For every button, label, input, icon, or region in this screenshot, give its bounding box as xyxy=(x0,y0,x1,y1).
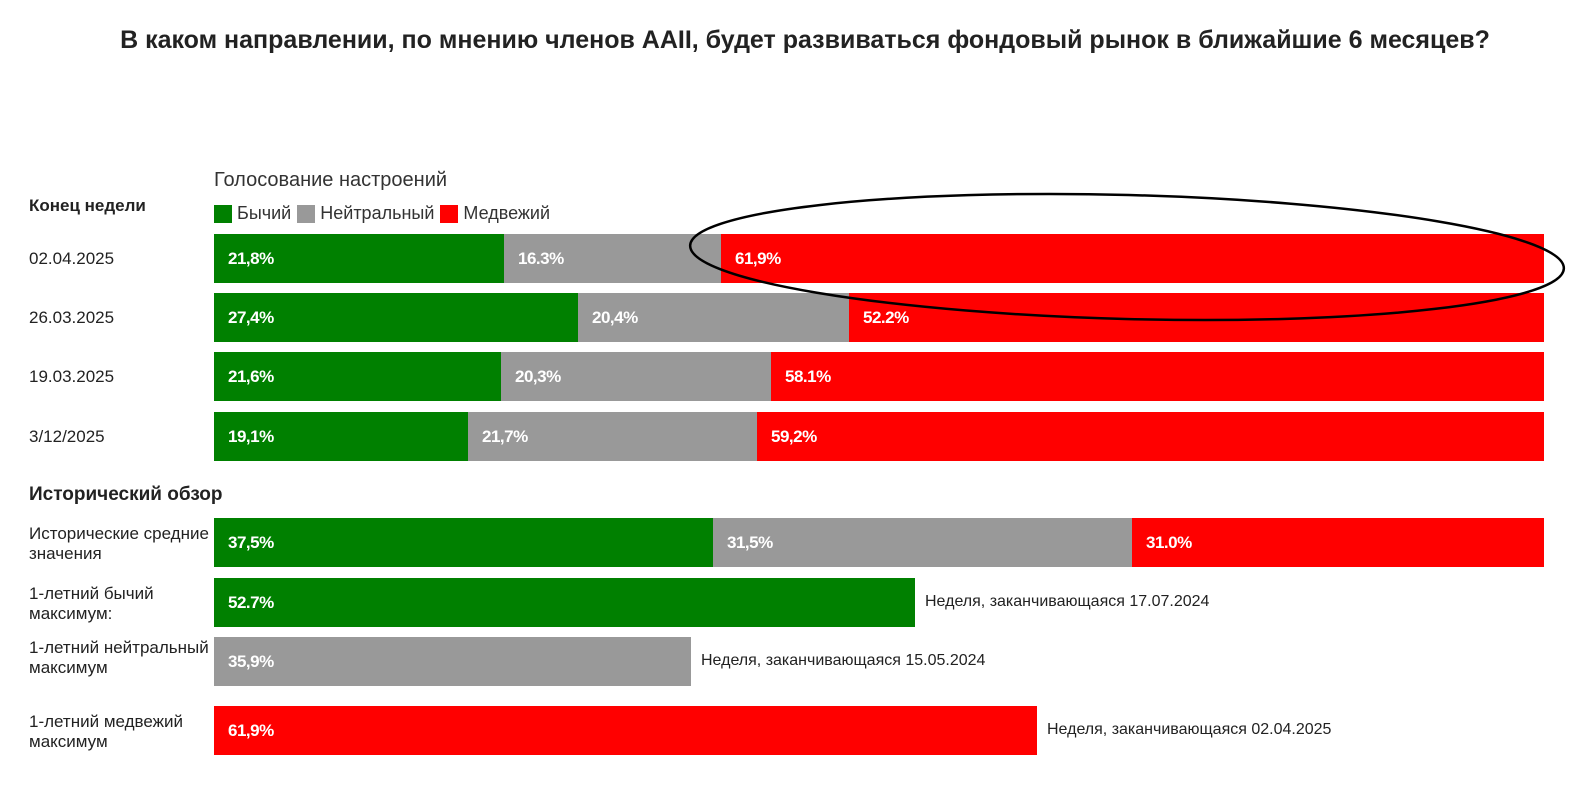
data-label: 61,9% xyxy=(735,248,781,268)
legend: Бычий Нейтральный Медвежий xyxy=(214,203,556,224)
chart-subtitle: Голосование настроений xyxy=(214,169,448,191)
historical-label: Исторические средние значения xyxy=(29,524,209,563)
data-label: 16.3% xyxy=(518,248,564,268)
data-label: 21,6% xyxy=(228,366,274,386)
bar-segment-bullish: 37,5% xyxy=(214,518,713,567)
bar-segment-bearish: 61,9% xyxy=(721,234,1544,283)
bar-segment-bearish: 31.0% xyxy=(1132,518,1544,567)
data-label: 61,9% xyxy=(228,720,274,740)
bar-segment-bearish: 58.1% xyxy=(771,352,1544,401)
bar-segment-neutral: 16.3% xyxy=(504,234,721,283)
data-label: 20,4% xyxy=(592,307,638,327)
historical-header: Исторический обзор xyxy=(29,484,223,505)
bar-segment-bullish: 19,1% xyxy=(214,412,468,461)
bar-segment-neutral: 35,9% xyxy=(214,637,691,686)
bar-segment-neutral: 20,4% xyxy=(578,293,849,342)
bar-segment-bearish: 52.2% xyxy=(849,293,1544,342)
weekly-label: 02.04.2025 xyxy=(29,249,115,268)
historical-bar: 37,5% 31,5% 31.0% xyxy=(214,518,1544,567)
bar-segment-bullish: 52.7% xyxy=(214,578,915,627)
data-label: 21,7% xyxy=(482,426,528,446)
bar-annotation: Неделя, заканчивающаяся 15.05.2024 xyxy=(701,652,986,669)
historical-label: 1-летний медвежий максимум xyxy=(29,712,183,751)
historical-label: 1-летний нейтральный максимум xyxy=(29,638,209,677)
bar-segment-neutral: 21,7% xyxy=(468,412,757,461)
historical-label: 1-летний бычий максимум: xyxy=(29,584,154,623)
data-label: 52.2% xyxy=(863,307,909,327)
legend-item-neutral: Нейтральный xyxy=(297,203,434,224)
legend-item-bearish: Медвежий xyxy=(440,203,550,224)
data-label: 31,5% xyxy=(727,532,773,552)
weekly-bar: 21,6% 20,3% 58.1% xyxy=(214,352,1544,401)
bar-annotation: Неделя, заканчивающаяся 17.07.2024 xyxy=(925,593,1210,610)
data-label: 20,3% xyxy=(515,366,561,386)
data-label: 27,4% xyxy=(228,307,274,327)
weekly-bar: 19,1% 21,7% 59,2% xyxy=(214,412,1544,461)
historical-bar: 61,9% xyxy=(214,706,1037,755)
chart-title: В каком направлении, по мнению членов AA… xyxy=(120,26,1490,54)
bar-annotation: Неделя, заканчивающаяся 02.04.2025 xyxy=(1047,721,1332,738)
weekly-bar: 27,4% 20,4% 52.2% xyxy=(214,293,1544,342)
bar-segment-bearish: 59,2% xyxy=(757,412,1544,461)
bar-segment-bullish: 21,8% xyxy=(214,234,504,283)
row-header: Конец недели xyxy=(29,196,146,215)
bar-segment-bearish: 61,9% xyxy=(214,706,1037,755)
data-label: 59,2% xyxy=(771,426,817,446)
legend-swatch xyxy=(297,204,316,223)
legend-label: Бычий xyxy=(237,203,292,223)
data-label: 21,8% xyxy=(228,248,274,268)
legend-item-bullish: Бычий xyxy=(214,203,291,224)
bar-segment-bullish: 27,4% xyxy=(214,293,578,342)
legend-label: Нейтральный xyxy=(320,203,435,223)
data-label: 52.7% xyxy=(228,592,274,612)
data-label: 19,1% xyxy=(228,426,274,446)
bar-segment-neutral: 31,5% xyxy=(713,518,1132,567)
data-label: 35,9% xyxy=(228,651,274,671)
bar-segment-bullish: 21,6% xyxy=(214,352,501,401)
legend-swatch xyxy=(440,204,459,223)
data-label: 37,5% xyxy=(228,532,274,552)
historical-bar: 35,9% xyxy=(214,637,691,686)
weekly-bar: 21,8% 16.3% 61,9% xyxy=(214,234,1544,283)
data-label: 58.1% xyxy=(785,366,831,386)
legend-swatch xyxy=(214,204,232,223)
historical-bar: 52.7% xyxy=(214,578,915,627)
bar-segment-neutral: 20,3% xyxy=(501,352,771,401)
data-label: 31.0% xyxy=(1146,532,1192,552)
weekly-label: 3/12/2025 xyxy=(29,427,105,446)
weekly-label: 26.03.2025 xyxy=(29,308,115,327)
weekly-label: 19.03.2025 xyxy=(29,367,115,386)
legend-label: Медвежий xyxy=(463,203,551,223)
